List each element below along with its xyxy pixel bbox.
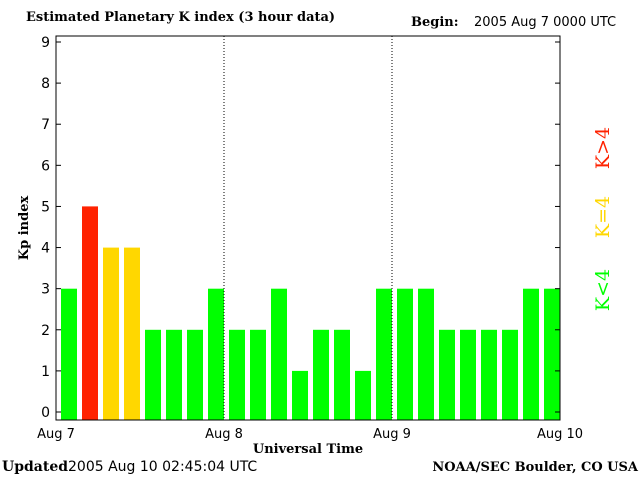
x-axis-label: Universal Time <box>253 442 363 457</box>
kp-bar <box>334 329 350 420</box>
y-tick-label: 3 <box>41 282 50 298</box>
source-credit: NOAA/SEC Boulder, CO USA <box>432 460 638 475</box>
kp-bar <box>271 288 287 420</box>
y-tick-label: 4 <box>41 241 50 257</box>
kp-bar <box>103 247 119 420</box>
kp-bar <box>544 288 560 420</box>
kp-bar <box>82 206 98 420</box>
kp-bar <box>355 370 371 420</box>
kp-bar <box>376 288 392 420</box>
kp-bar <box>229 329 245 420</box>
updated-value: 2005 Aug 10 02:45:04 UTC <box>68 459 258 475</box>
kp-bar <box>166 329 182 420</box>
legend-entry: K>4 <box>592 127 614 169</box>
y-tick-label: 0 <box>41 405 50 421</box>
y-tick-label: 7 <box>41 117 50 133</box>
legend-entry: K<4 <box>592 269 614 311</box>
legend-entry: K=4 <box>592 196 614 238</box>
y-tick-label: 9 <box>41 35 50 51</box>
y-tick-label: 2 <box>41 323 50 339</box>
kp-bar <box>481 329 497 420</box>
kp-bar <box>145 329 161 420</box>
begin-label: Begin: <box>411 15 459 30</box>
y-tick-label: 5 <box>41 199 50 215</box>
kp-bar <box>250 329 266 420</box>
x-tick-label: Aug 7 <box>37 427 75 442</box>
chart-title: Estimated Planetary K index (3 hour data… <box>26 10 336 25</box>
y-tick-label: 6 <box>41 158 50 174</box>
begin-value: 2005 Aug 7 0000 UTC <box>474 15 617 30</box>
updated-label: Updated <box>2 459 69 475</box>
plot-frame <box>55 35 561 421</box>
kp-bar <box>523 288 539 420</box>
kp-bar <box>61 288 77 420</box>
y-tick-label: 8 <box>41 76 50 92</box>
kp-bar <box>502 329 518 420</box>
kp-bar <box>187 329 203 420</box>
kp-bar <box>292 370 308 420</box>
x-tick-label: Aug 10 <box>537 427 583 442</box>
y-axis-label: Kp index <box>17 196 32 261</box>
x-tick-label: Aug 9 <box>373 427 411 442</box>
kp-bar <box>313 329 329 420</box>
kp-bar <box>418 288 434 420</box>
kp-bar <box>208 288 224 420</box>
kp-bar <box>460 329 476 420</box>
x-tick-label: Aug 8 <box>205 427 243 442</box>
kp-bar <box>397 288 413 420</box>
kp-bar <box>124 247 140 420</box>
kp-bar <box>439 329 455 420</box>
y-tick-label: 1 <box>41 364 50 380</box>
